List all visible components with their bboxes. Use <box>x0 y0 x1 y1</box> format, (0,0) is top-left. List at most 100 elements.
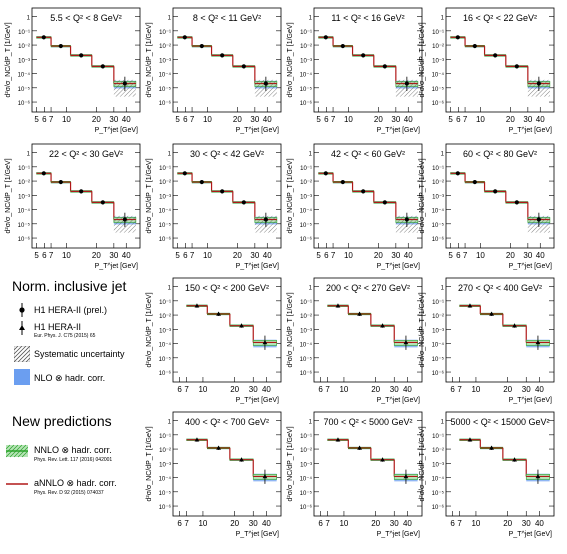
x-tick-label: 7 <box>49 115 54 124</box>
data-point <box>535 340 541 345</box>
panel-2: 8 < Q² < 11 GeV² 1 10⁻¹ 10⁻² 10⁻³ 10⁻⁴ 10⁻⁵ 10⁻… <box>146 7 282 134</box>
panel-13: 700 < Q² < 5000 GeV² 1 10⁻¹ 10⁻² 10⁻³ 10⁻⁴ 10⁻… <box>287 411 423 538</box>
y-tick-label: 10⁻⁴ <box>159 476 172 483</box>
data-point <box>216 311 221 316</box>
legend-systematic: Systematic uncertainty <box>34 349 125 359</box>
data-point <box>122 81 127 86</box>
x-tick-label: 6 <box>42 115 47 124</box>
x-tick-label: 7 <box>457 385 462 394</box>
data-point <box>382 64 387 69</box>
x-tick-label: 10 <box>344 251 353 260</box>
data-point <box>239 457 244 462</box>
x-tick-label: 6 <box>318 385 323 394</box>
x-tick-label: 6 <box>42 251 47 260</box>
y-tick-label: 10⁻¹ <box>159 434 171 440</box>
x-axis-label: P_T^jet [GeV] <box>236 127 279 134</box>
x-tick-label: 5 <box>175 115 180 124</box>
y-axis-label: d²σ/σ_NC/dP_T [1/GeV] <box>287 158 294 233</box>
y-tick-label: 10⁻² <box>432 180 444 186</box>
x-tick-label: 10 <box>339 519 348 528</box>
x-axis-label: P_T^jet [GeV] <box>377 263 420 270</box>
y-tick-label: 10⁻⁵ <box>432 356 445 363</box>
panel-12: 400 < Q² < 700 GeV² 1 10⁻¹ 10⁻² 10⁻³ 10⁻⁴ 10⁻⁵… <box>146 411 282 538</box>
x-tick-label: 30 <box>523 115 532 124</box>
x-tick-label: 40 <box>263 115 272 124</box>
x-tick-label: 40 <box>404 251 413 260</box>
panel-3: 11 < Q² < 16 GeV² 1 10⁻¹ 10⁻² 10⁻³ 10⁻⁴ 10⁻⁵ 10… <box>287 7 423 134</box>
x-tick-label: 5 <box>448 251 453 260</box>
data-point <box>536 81 541 86</box>
x-axis-label: P_T^jet [GeV] <box>509 531 552 538</box>
data-point <box>241 64 246 69</box>
x-tick-label: 6 <box>183 251 188 260</box>
panel-11: 270 < Q² < 400 GeV² 1 10⁻¹ 10⁻² 10⁻³ 10⁻⁴ 10⁻⁵… <box>419 277 555 404</box>
data-point <box>472 179 477 185</box>
legend: Norm. inclusive jet H1 HERA-II (prel.) H… <box>0 0 160 554</box>
y-tick-label: 10⁻⁵ <box>432 86 445 93</box>
panel-label: 5.5 < Q² < 8 GeV² <box>50 13 122 23</box>
x-tick-label: 20 <box>233 115 242 124</box>
x-axis-label: P_T^jet [GeV] <box>95 263 138 270</box>
y-tick-label: 10⁻⁶ <box>159 504 172 511</box>
x-tick-label: 20 <box>374 251 383 260</box>
x-tick-label: 5 <box>34 251 39 260</box>
panel-label: 5000 < Q² < 15000 GeV² <box>450 417 549 427</box>
panel-9: 150 < Q² < 200 GeV² 1 10⁻¹ 10⁻² 10⁻³ 10⁻⁴ 10⁻⁵… <box>146 277 282 404</box>
y-tick-label: 1 <box>27 152 31 158</box>
data-point <box>100 64 105 69</box>
legend-nnlo: NNLO ⊗ hadr. corr. <box>34 445 112 455</box>
panel-frame <box>172 277 282 383</box>
x-tick-label: 5 <box>175 251 180 260</box>
x-axis-label: P_T^jet [GeV] <box>509 397 552 404</box>
data-point <box>263 81 268 86</box>
panel-frame <box>313 277 423 383</box>
x-tick-label: 40 <box>535 385 544 394</box>
data-point <box>404 81 409 86</box>
data-point <box>340 179 345 185</box>
data-point <box>535 474 541 479</box>
y-axis-label: d²σ/σ_NC/dP_T [1/GeV] <box>419 22 426 97</box>
x-tick-label: 20 <box>506 251 515 260</box>
x-tick-label: 40 <box>262 385 271 394</box>
data-point <box>194 437 200 442</box>
y-tick-label: 10⁻² <box>300 44 312 50</box>
y-tick-label: 1 <box>309 286 313 292</box>
legend-h1-published: H1 HERA-II <box>34 322 82 332</box>
data-point <box>455 35 460 40</box>
y-tick-label: 10⁻⁵ <box>432 222 445 229</box>
x-tick-label: 40 <box>535 519 544 528</box>
panel-frame <box>445 411 555 517</box>
data-point <box>220 189 225 194</box>
x-tick-label: 7 <box>190 251 195 260</box>
data-point <box>382 200 387 205</box>
x-tick-label: 40 <box>263 251 272 260</box>
legend-nlo: NLO ⊗ hadr. corr. <box>34 373 106 383</box>
y-tick-label: 10⁻² <box>432 314 444 320</box>
y-tick-label: 10⁻² <box>18 180 30 186</box>
x-tick-label: 5 <box>448 115 453 124</box>
data-point <box>380 323 385 328</box>
x-tick-label: 40 <box>122 115 131 124</box>
x-tick-label: 40 <box>262 519 271 528</box>
x-tick-label: 30 <box>249 385 258 394</box>
y-tick-label: 10⁻¹ <box>432 166 444 172</box>
data-point <box>262 474 268 479</box>
x-tick-label: 7 <box>463 251 468 260</box>
y-tick-label: 1 <box>441 286 445 292</box>
data-point <box>335 303 341 308</box>
y-tick-label: 10⁻³ <box>159 462 171 468</box>
y-tick-label: 10⁻⁶ <box>18 100 31 107</box>
x-tick-label: 7 <box>325 385 330 394</box>
data-point <box>404 217 409 222</box>
data-point <box>467 437 473 442</box>
y-tick-label: 10⁻⁶ <box>432 370 445 377</box>
panel-label: 8 < Q² < 11 GeV² <box>193 13 261 23</box>
y-axis-label: d²σ/σ_NC/dP_T [1/GeV] <box>287 292 294 367</box>
panel-label: 60 < Q² < 80 GeV² <box>463 149 537 159</box>
legend-nnlo-reference: Phys. Rev. Lett. 117 (2016) 042001 <box>34 457 113 463</box>
x-tick-label: 20 <box>503 519 512 528</box>
panel-6: 30 < Q² < 42 GeV² 1 10⁻¹ 10⁻² 10⁻³ 10⁻⁴ 10⁻⁵ 10… <box>146 143 282 270</box>
data-point <box>241 200 246 205</box>
panel-frame <box>313 411 423 517</box>
data-point <box>199 43 204 49</box>
